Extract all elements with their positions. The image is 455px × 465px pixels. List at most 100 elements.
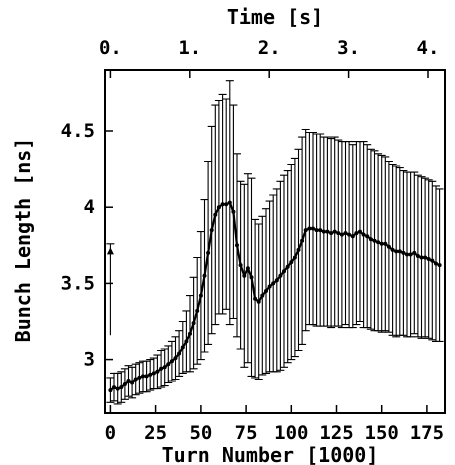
data-point [126,379,131,383]
data-point [184,339,189,344]
left-axis: 3 3.5 4 4.5 [61,120,113,371]
top-tick-label: 3. [337,37,360,59]
data-point [437,263,442,268]
x-tick-label: 100 [274,422,308,444]
data-point [329,231,334,236]
data-point [339,232,344,237]
data-point [191,321,196,326]
data-point [278,273,283,278]
data-point [314,228,319,233]
data-point [376,240,381,245]
y-axis-title: Bunch Length [ns] [11,138,35,343]
data-point [394,249,399,254]
data-point [256,299,261,304]
data-point [321,229,326,234]
data-point [318,228,323,233]
x-tick-label: 125 [319,422,353,444]
y-tick-label: 3.5 [61,272,95,294]
data-point [332,229,337,234]
data-point [292,255,297,260]
data-point [141,374,145,379]
data-point [264,289,268,293]
top-tick-label: 4. [417,37,440,59]
data-point [274,278,279,283]
data-point [372,238,377,243]
outlier-point [106,247,114,255]
data-point [358,229,362,234]
data-point [397,249,402,254]
top-axis: 0. 1. 2. 3. 4. [99,37,439,78]
top-tick-label: 0. [99,37,122,59]
data-point [325,229,330,234]
data-point [390,247,395,252]
data-point [405,252,409,257]
data-point [289,260,294,265]
data-point [303,228,308,233]
data-point [235,243,239,248]
y-tick-label: 4 [84,196,95,218]
data-point [282,269,286,274]
data-point [347,232,352,237]
data-point [122,382,127,386]
data-point [119,385,124,390]
data-point [383,241,388,246]
data-point [415,254,420,258]
data-point [285,264,290,269]
bottom-axis: 0 25 50 75 100 125 150 175 [105,405,444,444]
data-point [245,266,250,271]
data-point [159,366,164,371]
data-point [173,356,178,361]
data-point [361,232,366,237]
data-layer [106,80,444,405]
data-point [401,250,406,255]
data-point [130,380,135,385]
data-point [169,359,174,364]
data-point [354,231,359,236]
data-point [180,345,185,350]
data-point [166,362,171,367]
data-point [206,250,211,255]
outlier-error-bar [106,243,115,336]
data-point [412,250,417,255]
data-point [253,296,258,301]
data-point [307,226,312,231]
data-point [350,234,355,239]
data-point [368,237,373,242]
data-point [260,293,265,298]
data-point [115,386,120,391]
data-point [224,202,229,207]
series-line [109,201,441,391]
data-point [231,209,236,214]
data-point [296,247,301,252]
data-point [112,385,116,390]
data-point [242,273,247,278]
data-point [336,231,341,236]
data-point [227,200,232,205]
data-point [300,238,305,243]
data-point [419,255,424,260]
data-point [343,231,348,236]
x-tick-label: 0 [105,422,116,444]
data-point [249,275,254,280]
data-point [430,258,435,263]
data-point [426,257,431,261]
x-tick-label: 75 [235,422,258,444]
data-point [386,244,391,249]
data-point [209,228,214,233]
y-tick-label: 4.5 [61,120,95,142]
top-axis-title: Time [s] [227,5,323,29]
data-point [216,205,221,210]
data-point [151,371,156,376]
data-point [267,284,272,289]
data-point [213,212,218,217]
data-point [238,263,243,268]
data-point [220,202,225,207]
data-point [108,388,113,393]
plot-frame [104,69,446,414]
data-point [379,241,384,246]
data-point [408,252,413,257]
data-point [188,331,192,336]
data-point [144,374,149,379]
data-point [137,375,142,380]
